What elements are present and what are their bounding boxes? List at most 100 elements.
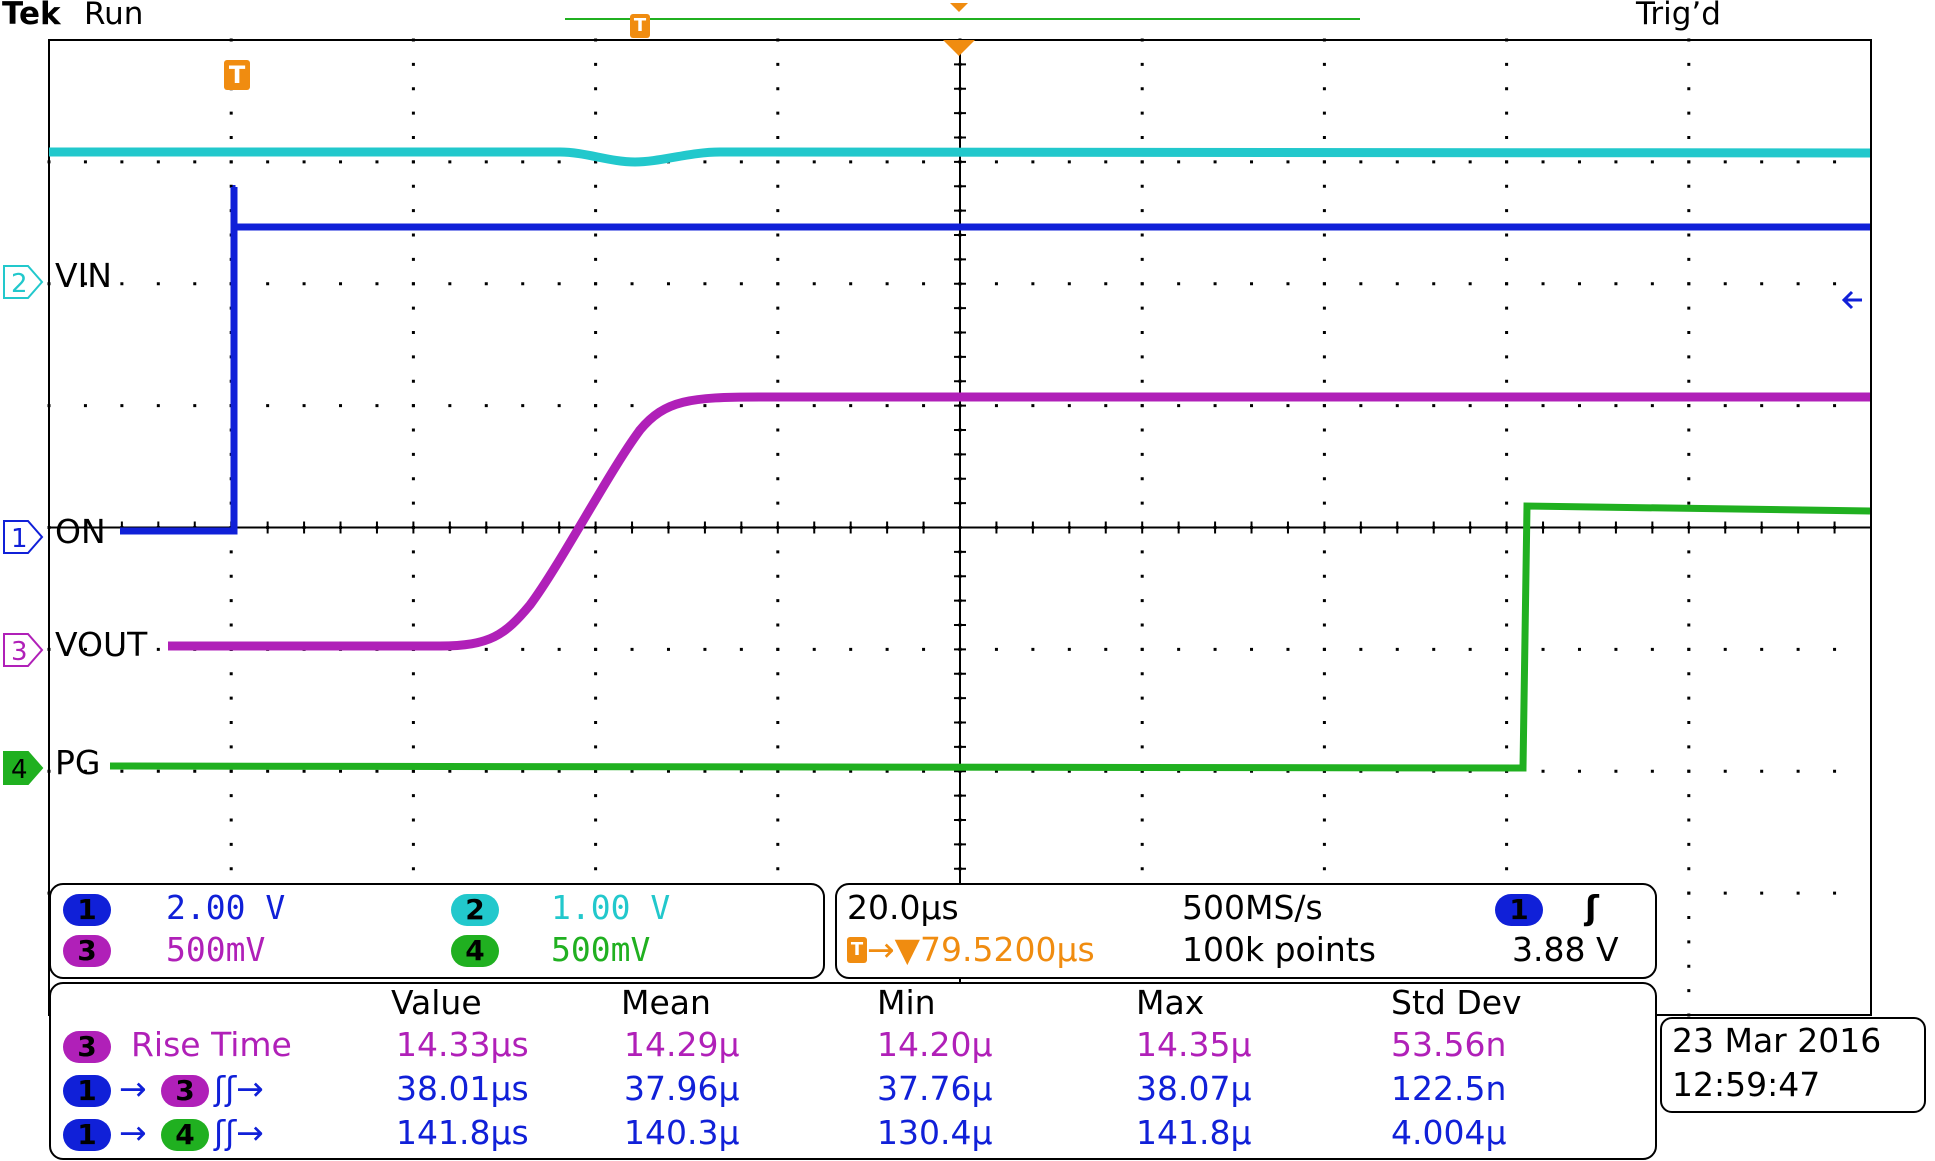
grid-dot <box>1359 647 1363 651</box>
grid-dot <box>1687 574 1691 578</box>
grid-dot <box>922 160 926 164</box>
grid-dot <box>229 794 233 798</box>
grid-dot <box>594 623 598 627</box>
grid-dot <box>411 404 415 408</box>
grid-dot <box>594 233 598 237</box>
time-readout: 12:59:47 <box>1672 1065 1821 1104</box>
measurement-row-channel-badge[interactable]: 3 <box>63 1031 111 1063</box>
grid-dot <box>1322 696 1326 700</box>
grid-dot <box>1322 160 1326 164</box>
grid-dot <box>411 136 415 139</box>
grid-dot <box>1140 550 1144 554</box>
ch3-scale-badge[interactable]: 3 <box>63 935 111 967</box>
grid-dot <box>1322 62 1326 66</box>
grid-dot <box>1213 160 1217 164</box>
measurement-row-target-badge[interactable]: 3 <box>161 1075 209 1107</box>
grid-dot <box>1687 916 1691 919</box>
grid-dot <box>1140 769 1144 773</box>
grid-dot <box>229 721 233 724</box>
grid-dot <box>703 769 707 773</box>
grid-dot <box>1687 404 1691 408</box>
grid-dot <box>739 769 743 773</box>
grid-dot <box>1687 550 1691 554</box>
measurement-row-channel-badge[interactable]: 1 <box>63 1119 111 1151</box>
grid-dot <box>1833 647 1837 651</box>
grid-dot <box>1541 160 1545 164</box>
measurements-panel: Value Mean Min Max Std Dev 3 Rise Time 1… <box>49 982 1657 1160</box>
grid-dot <box>1687 428 1691 432</box>
grid-dot <box>411 769 415 773</box>
grid-dot <box>156 647 160 651</box>
grid-dot <box>411 623 415 627</box>
ch1-scale-badge[interactable]: 1 <box>63 894 111 926</box>
ch4-marker[interactable]: 4 <box>2 750 44 790</box>
grid-dot <box>776 379 780 383</box>
grid-dot <box>1541 769 1545 773</box>
grid-dot <box>1140 62 1144 66</box>
grid-dot <box>1650 769 1654 773</box>
ch3-trace-vout <box>168 392 1870 651</box>
grid-dot <box>1505 745 1509 749</box>
graticule-grid <box>47 38 1871 1017</box>
grid-dot <box>1505 842 1509 846</box>
delay-edges-icon: ʃʃ→ <box>214 1113 264 1152</box>
delay-edges-icon: ʃʃ→ <box>214 1069 264 1108</box>
grid-dot <box>1432 404 1436 408</box>
ch1-marker[interactable]: 1 <box>2 519 44 559</box>
grid-dot <box>594 452 598 456</box>
grid-dot <box>1505 428 1509 432</box>
measurement-value: 14.33µs <box>396 1025 529 1064</box>
grid-dot <box>1322 794 1326 798</box>
measurement-row-channel-badge[interactable]: 1 <box>63 1075 111 1107</box>
grid-dot <box>1505 477 1509 481</box>
grid-dot <box>1177 647 1181 651</box>
grid-dot <box>193 282 197 286</box>
grid-dot <box>812 160 816 164</box>
measurement-row-target-badge[interactable]: 4 <box>161 1119 209 1151</box>
grid-dot <box>1541 282 1545 286</box>
grid-dot <box>1505 379 1509 383</box>
measurement-stddev: 122.5n <box>1391 1069 1507 1108</box>
grid-dot <box>411 794 415 798</box>
grid-dot <box>411 331 415 334</box>
grid-dot <box>703 404 707 408</box>
grid-dot <box>1505 818 1509 822</box>
trigger-source-badge[interactable]: 1 <box>1495 894 1543 926</box>
grid-dot <box>1140 136 1144 139</box>
grid-dot <box>703 282 707 286</box>
grid-dot <box>922 404 926 408</box>
grid-dot <box>1687 623 1691 627</box>
ch4-marker-number: 4 <box>11 755 28 785</box>
grid-dot <box>776 794 780 798</box>
grid-dot <box>812 647 816 651</box>
grid-dot <box>594 842 598 846</box>
ch4-scale-badge[interactable]: 4 <box>451 935 499 967</box>
grid-dot <box>1687 282 1691 286</box>
grid-dot <box>776 111 780 115</box>
grid-dot <box>594 306 598 310</box>
ch2-scale-badge[interactable]: 2 <box>451 894 499 926</box>
grid-dot <box>776 867 780 871</box>
grid-dot <box>229 160 233 164</box>
ch2-marker[interactable]: 2 <box>2 264 44 304</box>
grid-dot <box>1723 769 1727 773</box>
grid-dot <box>1687 477 1691 481</box>
grid-dot <box>83 282 87 286</box>
measurement-mean: 37.96µ <box>624 1069 740 1108</box>
grid-dot <box>229 842 233 846</box>
grid-dot <box>1322 672 1326 676</box>
grid-dot <box>193 769 197 773</box>
ch3-marker[interactable]: 3 <box>2 632 44 672</box>
grid-dot <box>1760 160 1764 164</box>
grid-dot <box>776 62 780 66</box>
date-readout: 23 Mar 2016 <box>1672 1021 1882 1060</box>
grid-dot <box>666 769 670 773</box>
grid-dot <box>776 282 780 286</box>
grid-dot <box>1322 599 1326 603</box>
grid-dot <box>1505 355 1509 359</box>
grid-dot <box>776 233 780 237</box>
grid-dot <box>776 331 780 334</box>
grid-dot <box>1140 209 1144 213</box>
grid-dot <box>776 550 780 554</box>
grid-dot <box>1140 818 1144 822</box>
